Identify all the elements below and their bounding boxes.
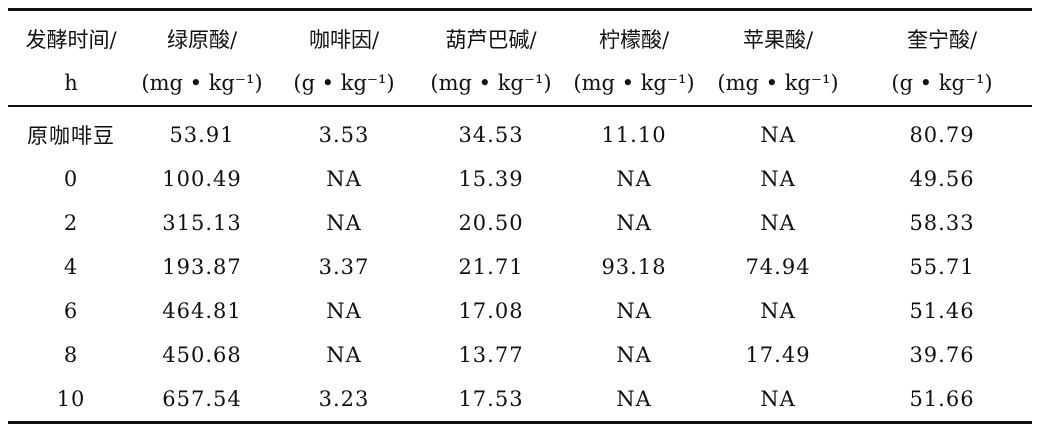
- table-cell: NA: [616, 387, 652, 411]
- table-cell: 3.53: [318, 123, 370, 147]
- table-cell: 21.71: [458, 255, 524, 279]
- column-unit: (mg • kg⁻¹): [430, 71, 552, 95]
- table-cell: 93.18: [601, 255, 667, 279]
- column-header: 发酵时间/: [25, 28, 117, 52]
- row-label: 0: [63, 167, 79, 191]
- table-cell: 100.49: [162, 167, 242, 191]
- column-unit: (g • kg⁻¹): [293, 71, 395, 95]
- table-cell: NA: [760, 123, 796, 147]
- row-label: 4: [63, 255, 79, 279]
- table-cell: 464.81: [162, 299, 242, 323]
- table-cell: NA: [326, 343, 362, 367]
- table-cell: 315.13: [162, 211, 242, 235]
- table-cell: NA: [616, 299, 652, 323]
- table-cell: 53.91: [169, 123, 235, 147]
- column-header: 葫芦巴碱/: [445, 28, 537, 52]
- column-unit: (mg • kg⁻¹): [141, 71, 263, 95]
- column-header: 咖啡因/: [308, 28, 380, 52]
- column-unit: h: [64, 71, 78, 95]
- table-header: 发酵时间/绿原酸/咖啡因/葫芦巴碱/柠檬酸/苹果酸/奎宁酸/ h (mg • kg…: [8, 9, 1032, 106]
- header-unit-row: h (mg • kg⁻¹) (g • kg⁻¹) (mg • kg⁻¹) (mg • k…: [8, 61, 1032, 106]
- table-cell: NA: [760, 167, 796, 191]
- column-header: 苹果酸/: [742, 28, 814, 52]
- table-cell: 657.54: [162, 387, 242, 411]
- table-cell: NA: [616, 167, 652, 191]
- table-cell: 20.50: [458, 211, 524, 235]
- column-unit: (mg • kg⁻¹): [717, 71, 839, 95]
- table-cell: 15.39: [458, 167, 524, 191]
- table-wrap: 发酵时间/绿原酸/咖啡因/葫芦巴碱/柠檬酸/苹果酸/奎宁酸/ h (mg • kg…: [8, 8, 1032, 424]
- table-row: 0 100.49 NA 15.39 NA NA 49.56: [8, 157, 1032, 201]
- table-row: 原咖啡豆 53.91 3.53 34.53 11.10 NA 80.79: [8, 106, 1032, 157]
- table-cell: 17.49: [745, 343, 811, 367]
- table-cell: 3.23: [318, 387, 370, 411]
- table-cell: NA: [616, 211, 652, 235]
- table-cell: 58.33: [909, 211, 975, 235]
- table-cell: NA: [760, 211, 796, 235]
- table-cell: NA: [326, 167, 362, 191]
- table-cell: 17.53: [458, 387, 524, 411]
- table-row: 10 657.54 3.23 17.53 NA NA 51.66: [8, 377, 1032, 423]
- table-row: 8 450.68 NA 13.77 NA 17.49 39.76: [8, 333, 1032, 377]
- table-cell: 3.37: [318, 255, 370, 279]
- table-row: 6 464.81 NA 17.08 NA NA 51.46: [8, 289, 1032, 333]
- column-header: 奎宁酸/: [906, 28, 978, 52]
- table-cell: NA: [326, 299, 362, 323]
- table-cell: NA: [326, 211, 362, 235]
- table-cell: 39.76: [909, 343, 975, 367]
- table-row: 4 193.87 3.37 21.71 93.18 74.94 55.71: [8, 245, 1032, 289]
- table-cell: NA: [760, 387, 796, 411]
- row-label: 10: [56, 387, 86, 411]
- row-label: 2: [63, 211, 79, 235]
- table-cell: 55.71: [909, 255, 975, 279]
- table-cell: NA: [760, 299, 796, 323]
- table-body: 原咖啡豆 53.91 3.53 34.53 11.10 NA 80.79 0 100.49 NA 1…: [8, 106, 1032, 423]
- table-cell: 74.94: [745, 255, 811, 279]
- column-unit: (g • kg⁻¹): [891, 71, 993, 95]
- header-row: 发酵时间/绿原酸/咖啡因/葫芦巴碱/柠檬酸/苹果酸/奎宁酸/: [8, 10, 1032, 62]
- table-cell: 49.56: [909, 167, 975, 191]
- table-cell: 13.77: [458, 343, 524, 367]
- table-cell: 17.08: [458, 299, 524, 323]
- column-unit: (mg • kg⁻¹): [573, 71, 695, 95]
- column-header: 绿原酸/: [166, 28, 238, 52]
- row-label: 8: [63, 343, 79, 367]
- table-cell: 450.68: [162, 343, 242, 367]
- table-cell: NA: [616, 343, 652, 367]
- table-cell: 11.10: [601, 123, 667, 147]
- data-table: 发酵时间/绿原酸/咖啡因/葫芦巴碱/柠檬酸/苹果酸/奎宁酸/ h (mg • kg…: [8, 8, 1032, 424]
- table-cell: 51.46: [909, 299, 975, 323]
- row-label: 6: [63, 299, 79, 323]
- row-label: 原咖啡豆: [27, 124, 115, 148]
- table-row: 2 315.13 NA 20.50 NA NA 58.33: [8, 201, 1032, 245]
- table-cell: 193.87: [162, 255, 242, 279]
- table-cell: 51.66: [909, 387, 975, 411]
- column-header: 柠檬酸/: [598, 28, 670, 52]
- table-cell: 80.79: [909, 123, 975, 147]
- table-cell: 34.53: [458, 123, 524, 147]
